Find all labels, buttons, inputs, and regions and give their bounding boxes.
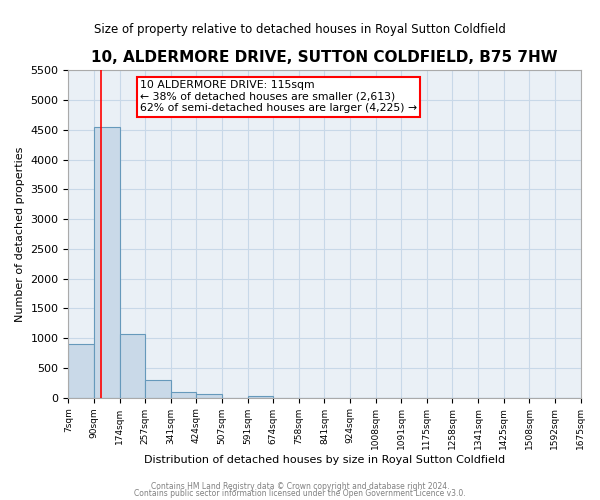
- Bar: [248, 396, 273, 398]
- Text: Contains HM Land Registry data © Crown copyright and database right 2024.: Contains HM Land Registry data © Crown c…: [151, 482, 449, 491]
- Bar: [171, 392, 196, 398]
- Y-axis label: Number of detached properties: Number of detached properties: [15, 146, 25, 322]
- Bar: [145, 380, 171, 398]
- Text: Size of property relative to detached houses in Royal Sutton Coldfield: Size of property relative to detached ho…: [94, 22, 506, 36]
- Text: Contains public sector information licensed under the Open Government Licence v3: Contains public sector information licen…: [134, 489, 466, 498]
- Bar: [196, 394, 222, 398]
- Bar: [68, 344, 94, 398]
- X-axis label: Distribution of detached houses by size in Royal Sutton Coldfield: Distribution of detached houses by size …: [144, 455, 505, 465]
- Bar: [94, 127, 119, 398]
- Text: 10 ALDERMORE DRIVE: 115sqm
← 38% of detached houses are smaller (2,613)
62% of s: 10 ALDERMORE DRIVE: 115sqm ← 38% of deta…: [140, 80, 417, 114]
- Bar: [119, 334, 145, 398]
- Title: 10, ALDERMORE DRIVE, SUTTON COLDFIELD, B75 7HW: 10, ALDERMORE DRIVE, SUTTON COLDFIELD, B…: [91, 50, 558, 65]
